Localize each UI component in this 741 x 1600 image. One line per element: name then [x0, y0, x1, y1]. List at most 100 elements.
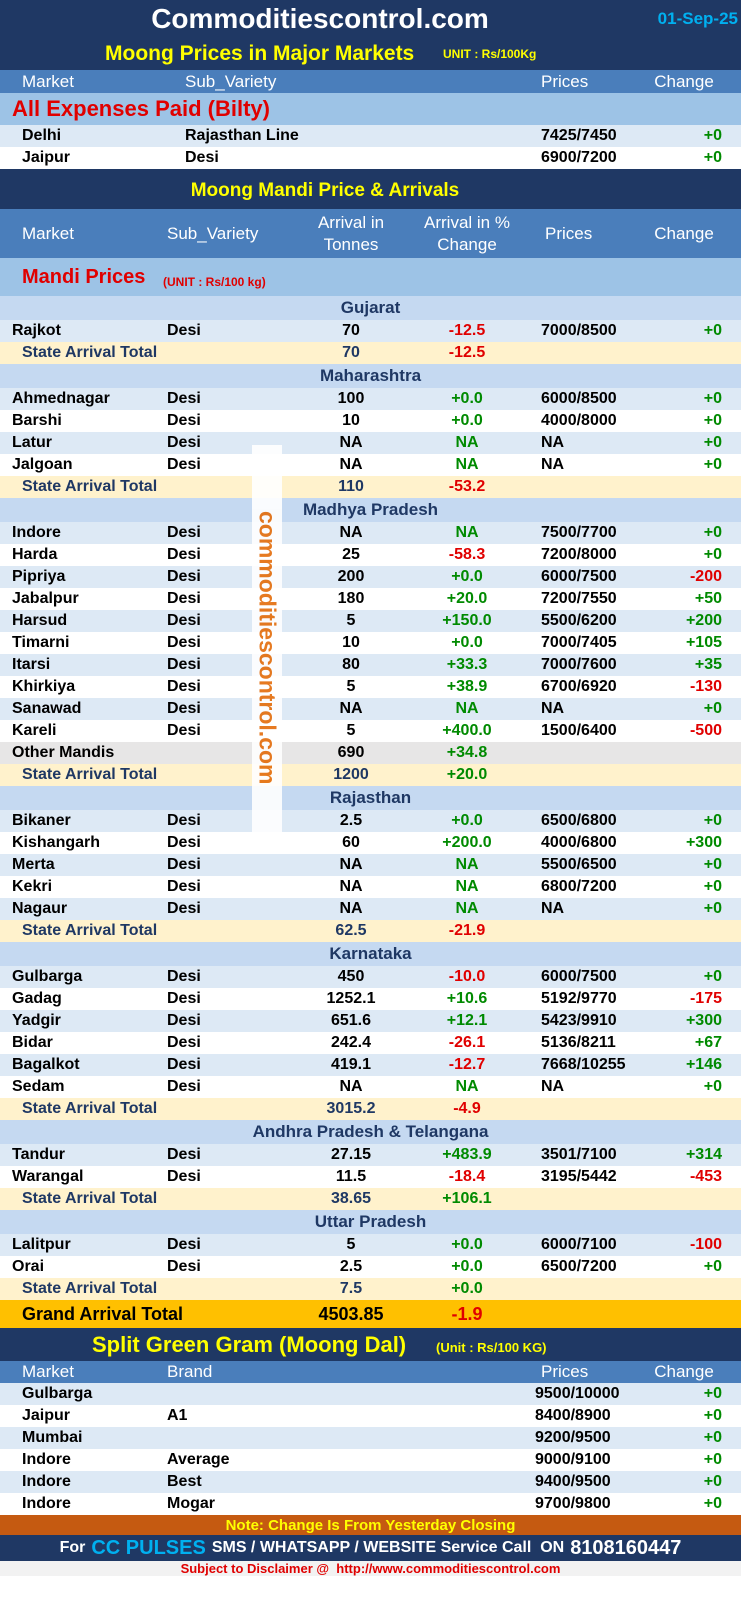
- site-header: Commoditiescontrol.com 01-Sep-25: [0, 0, 741, 37]
- change: +0: [703, 900, 722, 917]
- change: +0: [703, 149, 722, 166]
- change: -175: [689, 990, 722, 1007]
- price: 3501/7100: [541, 1146, 617, 1163]
- price: 6000/7500: [541, 568, 617, 585]
- total-arrival: 110: [338, 478, 364, 495]
- site-title: Commoditiescontrol.com: [151, 2, 489, 34]
- market: Indore: [22, 1451, 71, 1468]
- arrival: 27.15: [330, 1146, 372, 1163]
- market: Mumbai: [22, 1429, 83, 1446]
- sub-variety: Desi: [167, 834, 201, 851]
- footer-phone: 8108160447: [570, 1536, 682, 1559]
- dal-row: Indore Best 9400/9500 +0: [0, 1471, 741, 1493]
- state-name: Karnataka: [329, 944, 412, 963]
- price: 7425/7450: [541, 127, 617, 144]
- state-header: Gujarat: [0, 296, 741, 320]
- price: 9400/9500: [535, 1473, 611, 1490]
- arrival: 1252.1: [326, 990, 376, 1007]
- market: Itarsi: [12, 656, 51, 673]
- change: -100: [689, 1236, 722, 1253]
- arrival: 60: [342, 834, 360, 851]
- change: +300: [685, 1012, 722, 1029]
- arrival-change: +483.9: [442, 1146, 492, 1163]
- mandi-row: Warangal Desi 11.5 -18.4 3195/5442 -453: [0, 1166, 741, 1188]
- mandi-row: Orai Desi 2.5 +0.0 6500/7200 +0: [0, 1256, 741, 1278]
- arrival: 25: [342, 546, 360, 563]
- mandi-row: Rajkot Desi 70 -12.5 7000/8500 +0: [0, 320, 741, 342]
- section-title-text: Split Green Gram (Moong Dal): [92, 1331, 407, 1357]
- arrival-change: +0.0: [451, 1236, 483, 1253]
- total-label: State Arrival Total: [22, 766, 158, 783]
- arrival: 180: [337, 590, 365, 607]
- change: +0: [703, 1407, 722, 1424]
- arrival: 5: [346, 1236, 356, 1253]
- arrival-change: NA: [455, 856, 479, 873]
- mandi-row: Harsud Desi 5 +150.0 5500/6200 +200: [0, 610, 741, 632]
- total-change: +20.0: [446, 766, 488, 783]
- section-title-text: Moong Mandi Price & Arrivals: [190, 180, 460, 201]
- state-name: Andhra Pradesh & Telangana: [252, 1122, 489, 1141]
- price: 7000/8500: [541, 322, 617, 339]
- sub-variety: Desi: [167, 568, 201, 585]
- mandi-row: Ahmednagar Desi 100 +0.0 6000/8500 +0: [0, 388, 741, 410]
- arrival: NA: [339, 856, 363, 873]
- arrival: NA: [339, 900, 363, 917]
- price: 5192/9770: [541, 990, 617, 1007]
- state-name: Rajasthan: [329, 788, 412, 807]
- arrival-change: -26.1: [448, 1034, 486, 1051]
- market: Orai: [12, 1258, 45, 1275]
- unit: (Unit : Rs/100 KG): [436, 1340, 547, 1355]
- change: +0: [703, 1385, 722, 1402]
- state-name: Madhya Pradesh: [302, 500, 439, 519]
- market: Harsud: [12, 612, 68, 629]
- state-header: Andhra Pradesh & Telangana: [0, 1120, 741, 1144]
- arrival: 450: [337, 968, 365, 985]
- arrival-change: NA: [455, 900, 479, 917]
- arrival: NA: [339, 700, 363, 717]
- section-title: Split Green Gram (Moong Dal) (Unit : Rs/1…: [0, 1328, 741, 1361]
- market: Pipriya: [12, 568, 66, 585]
- arrival-change: NA: [455, 456, 479, 473]
- price: NA: [541, 700, 565, 717]
- section-title: Moong Mandi Price & Arrivals: [0, 173, 741, 209]
- change: +0: [703, 878, 722, 895]
- price: 6700/6920: [541, 678, 617, 695]
- mandi-row: Bikaner Desi 2.5 +0.0 6500/6800 +0: [0, 810, 741, 832]
- sub-variety: Desi: [167, 1146, 201, 1163]
- sub-variety: Desi: [167, 412, 201, 429]
- arrival-change: NA: [455, 700, 479, 717]
- column-label: Market: [22, 1362, 74, 1381]
- column-label: Market: [22, 223, 74, 243]
- separator: [0, 169, 741, 173]
- sub-variety: Desi: [167, 700, 201, 717]
- change: +0: [703, 412, 722, 429]
- market: Gulbarga: [22, 1385, 93, 1402]
- price: NA: [541, 900, 565, 917]
- brand: A1: [167, 1407, 188, 1424]
- mandi-row: Timarni Desi 10 +0.0 7000/7405 +105: [0, 632, 741, 654]
- arrival-change: +34.8: [446, 744, 488, 761]
- dal-row: Mumbai 9200/9500 +0: [0, 1427, 741, 1449]
- sub-variety: Desi: [167, 524, 201, 541]
- arrival: 80: [342, 656, 360, 673]
- arrival-change: +38.9: [446, 678, 488, 695]
- mandi-row: Itarsi Desi 80 +33.3 7000/7600 +35: [0, 654, 741, 676]
- brand: Average: [167, 1451, 230, 1468]
- price: 7200/7550: [541, 590, 617, 607]
- mandi-row: Bidar Desi 242.4 -26.1 5136/8211 +67: [0, 1032, 741, 1054]
- price: 7000/7405: [541, 634, 617, 651]
- price: 8400/8900: [535, 1407, 611, 1424]
- change: +0: [703, 856, 722, 873]
- dal-row: Gulbarga 9500/10000 +0: [0, 1383, 741, 1405]
- market: Jabalpur: [12, 590, 79, 607]
- price: 9200/9500: [535, 1429, 611, 1446]
- sub-variety: Desi: [167, 434, 201, 451]
- arrival: 5: [346, 612, 356, 629]
- sub-variety: Desi: [167, 968, 201, 985]
- state-header: Madhya Pradesh: [0, 498, 741, 522]
- arrival-change: +20.0: [446, 590, 488, 607]
- dal-row: Jaipur A1 8400/8900 +0: [0, 1405, 741, 1427]
- state-header: Uttar Pradesh: [0, 1210, 741, 1234]
- market: Sanawad: [12, 700, 82, 717]
- state-total: State Arrival Total 1200 +20.0: [0, 764, 741, 786]
